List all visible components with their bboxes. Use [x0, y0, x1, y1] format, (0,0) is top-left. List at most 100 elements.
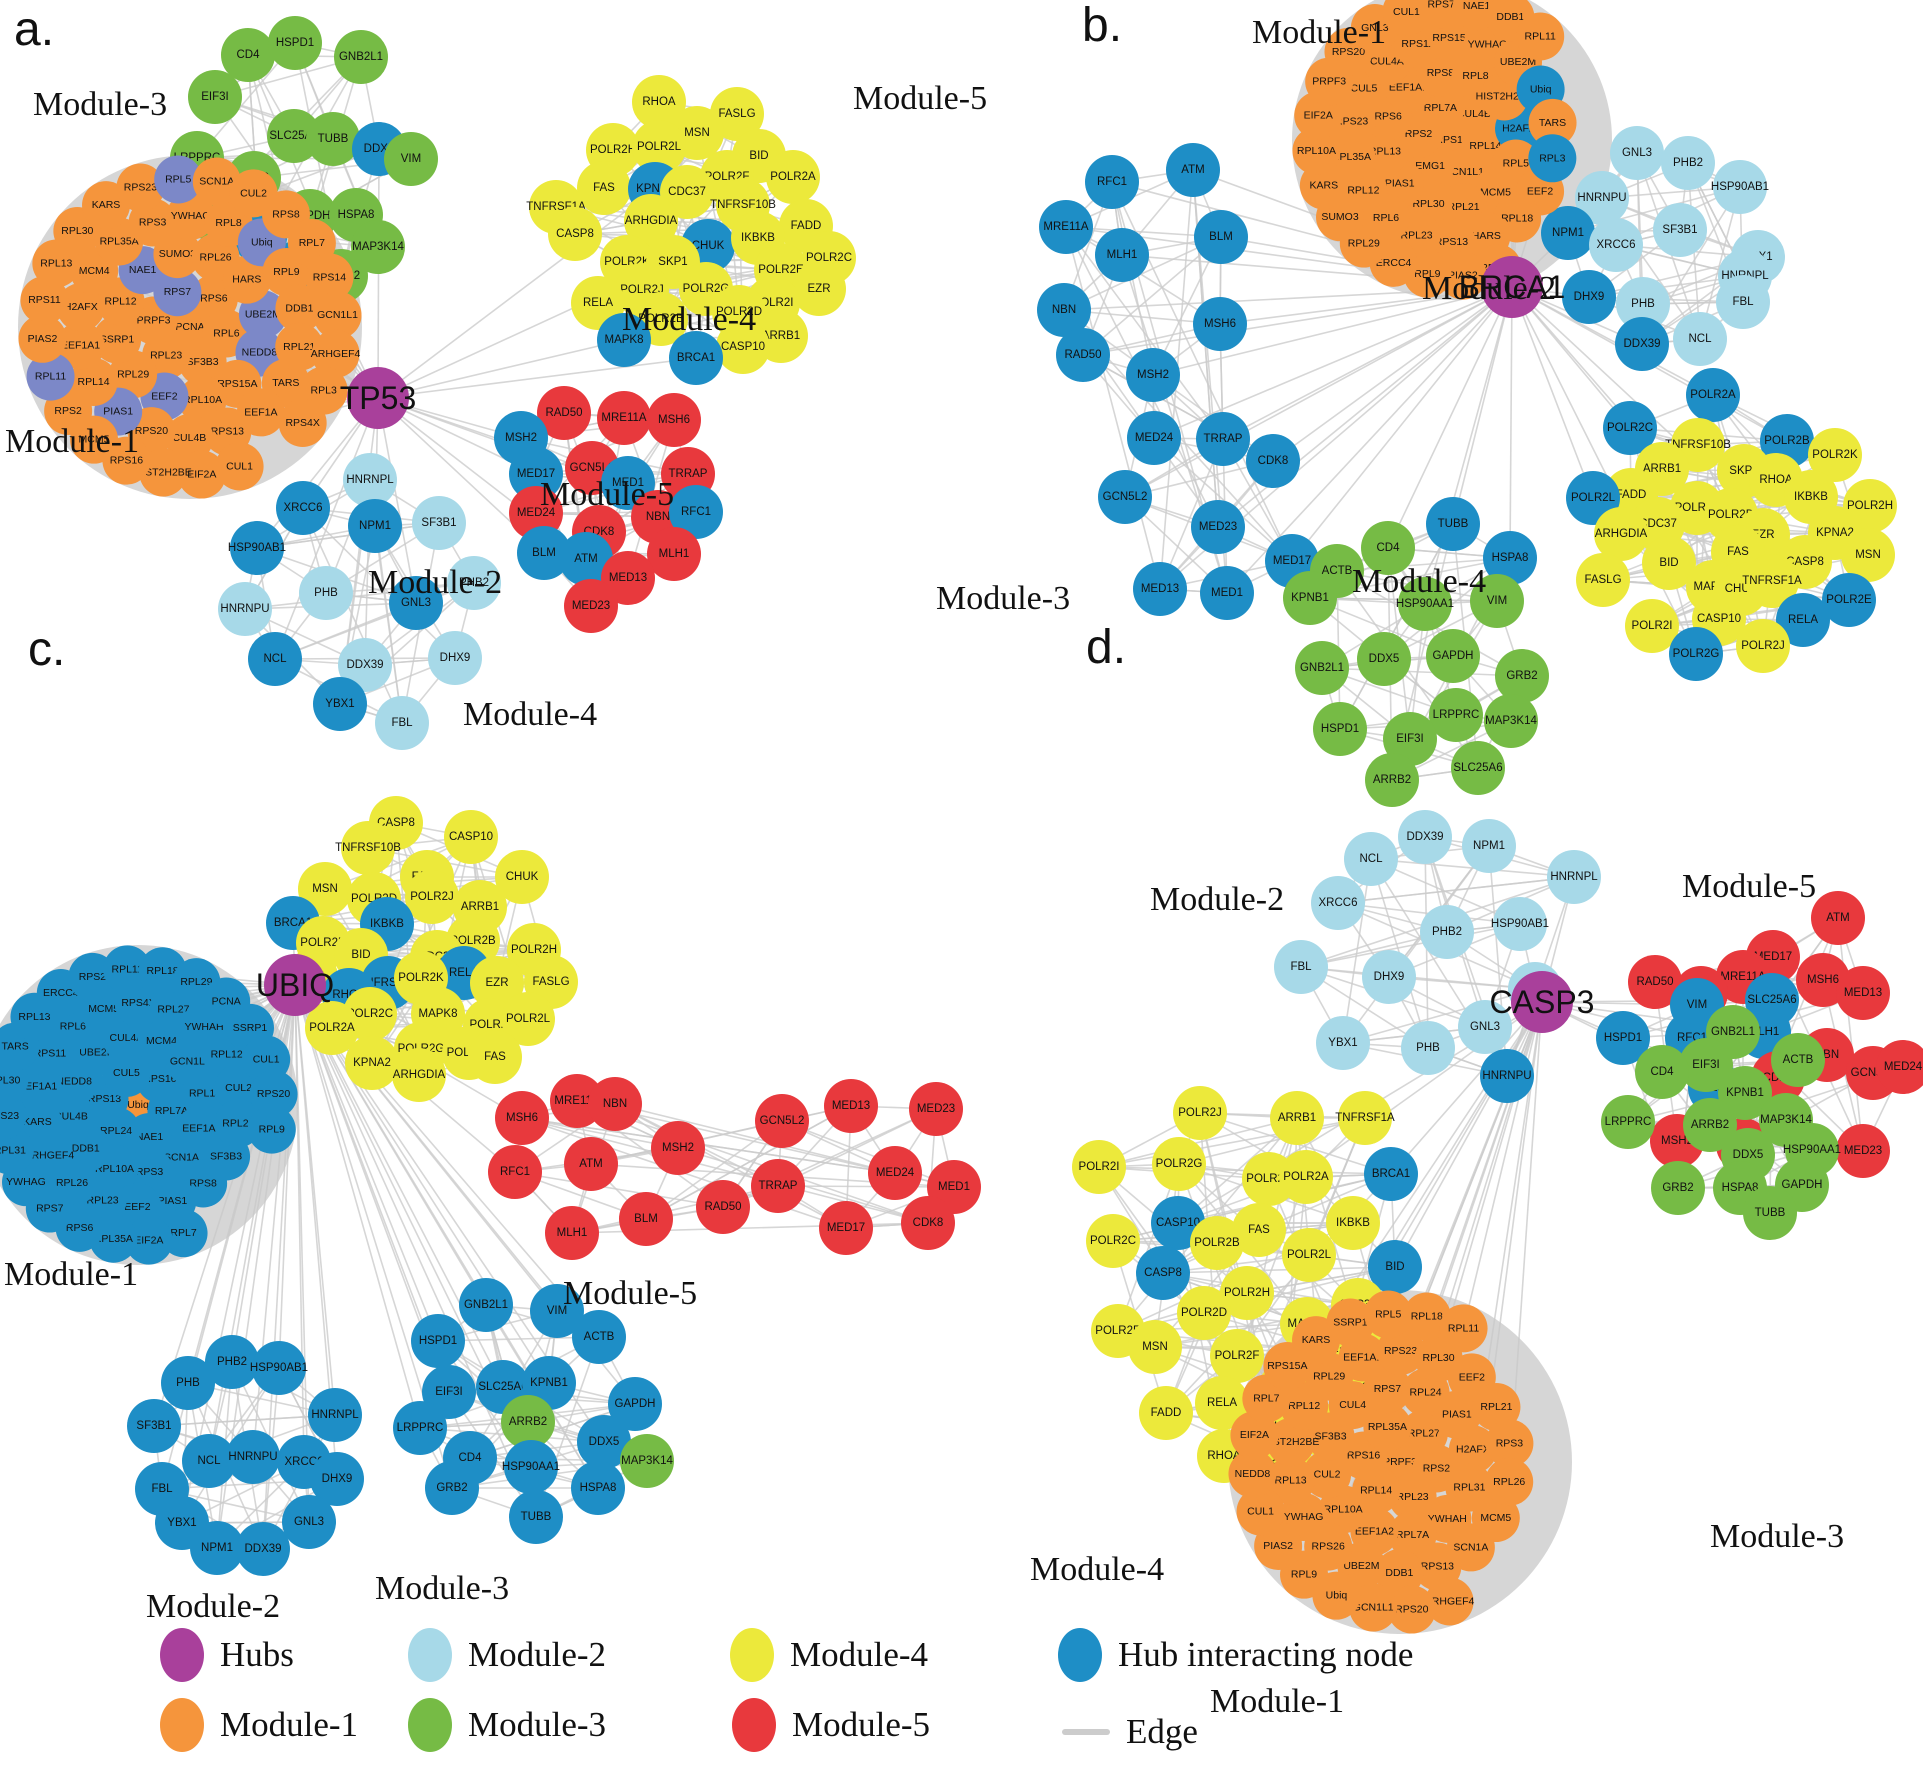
svg-text:HSPA8: HSPA8: [338, 209, 375, 221]
svg-text:POLR2I: POLR2I: [1632, 620, 1673, 632]
svg-text:FAS: FAS: [1727, 546, 1749, 558]
svg-text:POLR2D: POLR2D: [1181, 1307, 1227, 1319]
svg-text:RPS23: RPS23: [124, 182, 157, 194]
svg-text:RPL14: RPL14: [1469, 140, 1501, 152]
svg-text:TNFRSF10B: TNFRSF10B: [1665, 439, 1731, 451]
svg-text:MCM5: MCM5: [1480, 186, 1511, 198]
hubs-legend-label: Hubs: [220, 1635, 294, 1674]
node-RPL5: RPL5: [154, 155, 203, 204]
svg-text:CDK8: CDK8: [1258, 455, 1289, 467]
svg-text:H2AFX: H2AFX: [1456, 1443, 1490, 1455]
node-TNFRSF1A: TNFRSF1A: [1742, 554, 1802, 608]
svg-text:POLR2H: POLR2H: [511, 944, 557, 956]
svg-text:RHOA: RHOA: [642, 96, 676, 108]
node-RPL5: RPL5: [1364, 1290, 1413, 1339]
svg-text:RPL11: RPL11: [111, 963, 142, 975]
node-POLR2B: POLR2B: [1190, 1216, 1244, 1270]
svg-text:CASP8: CASP8: [1144, 1267, 1182, 1279]
svg-text:NAE1: NAE1: [136, 1131, 164, 1143]
node-RELA: RELA: [1776, 593, 1830, 647]
svg-text:CUL4B: CUL4B: [1457, 108, 1491, 120]
svg-text:POLR2B: POLR2B: [450, 935, 496, 947]
node-RFC1: RFC1: [488, 1145, 542, 1199]
svg-text:RPS8: RPS8: [1427, 67, 1455, 79]
svg-text:RAD50: RAD50: [704, 1201, 741, 1213]
hub-node-BRCA1: BRCA1: [1459, 256, 1565, 318]
node-MSH2: MSH2: [651, 1121, 705, 1175]
edge: [302, 507, 456, 659]
svg-text:POLR2H: POLR2H: [1847, 500, 1893, 512]
node-BRCA1: BRCA1: [1364, 1147, 1418, 1201]
svg-text:GCN5L2: GCN5L2: [760, 1115, 805, 1127]
svg-text:TP53: TP53: [340, 380, 416, 416]
node-NPM1: NPM1: [1462, 819, 1516, 873]
svg-text:TRRAP: TRRAP: [759, 1180, 798, 1192]
node-POLR2D: POLR2D: [1177, 1286, 1231, 1340]
node-BID: BID: [1368, 1240, 1422, 1294]
svg-text:FADD: FADD: [791, 220, 822, 232]
svg-text:MED13: MED13: [1141, 583, 1179, 595]
edge: [1153, 437, 1293, 562]
svg-text:ARRB2: ARRB2: [509, 1416, 547, 1428]
svg-text:LRPPRC: LRPPRC: [397, 1422, 444, 1434]
node-LRPPRC: LRPPRC: [393, 1401, 447, 1455]
svg-text:MSN: MSN: [1142, 1341, 1168, 1353]
svg-text:MCM5: MCM5: [79, 434, 110, 446]
svg-text:EEF2: EEF2: [1459, 1371, 1485, 1383]
module-3-legend-label: Module-3: [468, 1705, 607, 1744]
hub-node-TP53: TP53: [340, 367, 416, 429]
svg-text:PHB2: PHB2: [217, 1356, 247, 1368]
svg-text:POLR2J: POLR2J: [620, 284, 663, 296]
edge: [1065, 226, 1224, 440]
edge: [377, 397, 417, 604]
svg-text:RPL5: RPL5: [165, 173, 191, 185]
svg-text:RPS15A: RPS15A: [1432, 32, 1472, 44]
legend-item-module-2: Module-2: [408, 1628, 606, 1682]
svg-text:RPS26: RPS26: [1312, 1541, 1345, 1553]
edge: [1065, 226, 1221, 325]
module-5-legend-label: Module-5: [792, 1705, 931, 1744]
svg-text:HNRNPL: HNRNPL: [346, 474, 394, 486]
edge: [377, 357, 697, 399]
node-CASP8: CASP8: [548, 207, 602, 261]
hub-node-CASP3: CASP3: [1490, 971, 1594, 1033]
svg-text:SKP1: SKP1: [658, 256, 687, 268]
node-PIAS2: PIAS2: [18, 314, 67, 363]
svg-text:MED1: MED1: [1211, 587, 1243, 599]
node-MSH6: MSH6: [647, 393, 701, 447]
svg-text:CASP8: CASP8: [1786, 556, 1824, 568]
svg-text:H2AFX: H2AFX: [64, 301, 98, 313]
node-POLR2C: POLR2C: [1086, 1214, 1140, 1268]
node-NPM1: NPM1: [348, 499, 402, 553]
svg-text:HSP90AA1: HSP90AA1: [1396, 598, 1454, 610]
svg-text:RHOA: RHOA: [1207, 1450, 1241, 1462]
svg-text:RPL23: RPL23: [1401, 230, 1433, 242]
node-MED13: MED13: [1836, 966, 1890, 1020]
svg-text:RPS6: RPS6: [66, 1222, 94, 1234]
svg-text:MED17: MED17: [827, 1222, 865, 1234]
svg-text:MRE11A: MRE11A: [601, 412, 646, 424]
svg-text:RPL5: RPL5: [1375, 1308, 1401, 1320]
node-POLR2G: POLR2G: [1152, 1137, 1206, 1191]
legend-item-module-1: Module-1: [160, 1698, 358, 1752]
node-TUBB: TUBB: [1743, 1186, 1797, 1240]
hub-node-UBIQ: UBIQ: [256, 954, 334, 1016]
edge: [645, 1105, 852, 1220]
svg-text:DDX5: DDX5: [589, 1436, 620, 1448]
svg-text:SF3B3: SF3B3: [187, 356, 219, 368]
svg-text:NPM1: NPM1: [359, 520, 391, 532]
svg-text:YBX1: YBX1: [167, 1517, 196, 1529]
svg-text:CD4: CD4: [1376, 542, 1400, 554]
svg-text:RPL21: RPL21: [1480, 1401, 1512, 1413]
svg-text:DHX9: DHX9: [1374, 971, 1405, 983]
node-ARHGEF4: ARHGEF4: [311, 329, 361, 378]
svg-text:EIF3I: EIF3I: [435, 1386, 462, 1398]
svg-text:FBL: FBL: [151, 1483, 173, 1495]
edge: [294, 984, 421, 1429]
node-MED24: MED24: [868, 1146, 922, 1200]
svg-text:HARS: HARS: [1472, 230, 1501, 242]
svg-text:SF3B1: SF3B1: [421, 517, 456, 529]
svg-text:RPS16: RPS16: [110, 455, 143, 467]
svg-text:BLM: BLM: [532, 547, 556, 559]
node-GNL3: GNL3: [282, 1495, 336, 1549]
